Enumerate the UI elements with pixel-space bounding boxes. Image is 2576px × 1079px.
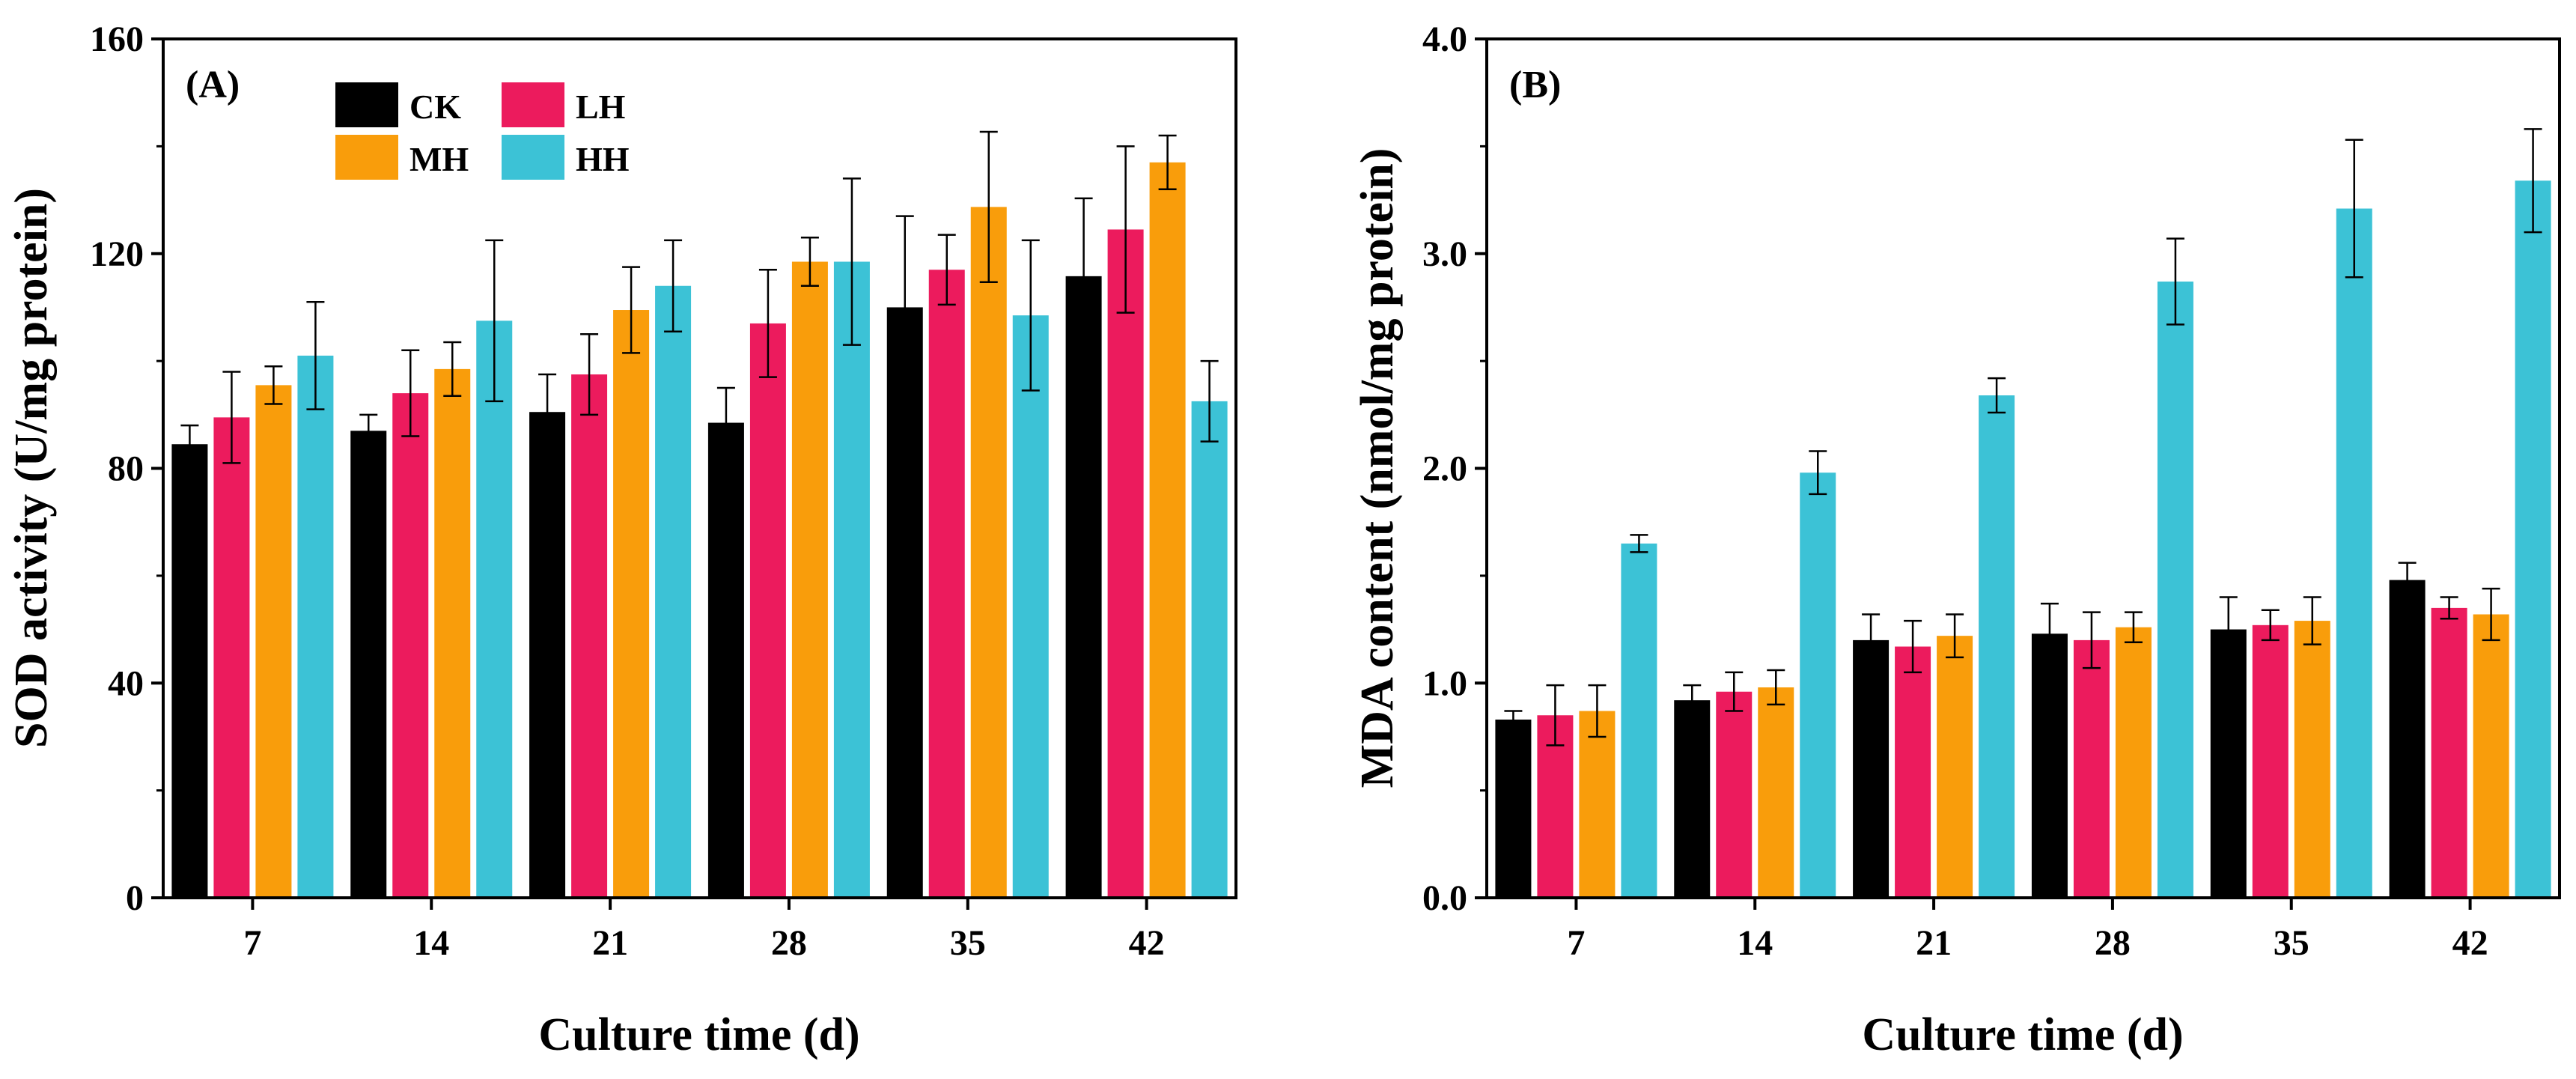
- legend-swatch-lh: [502, 82, 564, 127]
- bar-a-ck-35: [886, 307, 923, 898]
- bar-b-mh-21: [1937, 636, 1973, 898]
- legend-swatch-mh: [335, 135, 398, 180]
- bar-b-ck-28: [2031, 633, 2068, 898]
- bar-b-ck-42: [2389, 580, 2426, 898]
- bar-a-lh-35: [928, 270, 965, 899]
- bar-a-lh-42: [1107, 229, 1144, 899]
- bar-a-lh-14: [392, 393, 429, 898]
- legend-swatch-ck: [335, 82, 398, 127]
- legend-label-hh: HH: [576, 140, 630, 178]
- panel-b-x-ticks: 7 14 21 28 35 42: [1567, 898, 2488, 963]
- bar-b-mh-14: [1758, 687, 1794, 898]
- bar-a-mh-7: [255, 385, 292, 898]
- bar-b-mh-35: [2294, 621, 2330, 898]
- bar-b-lh-14: [1716, 691, 1753, 898]
- legend-label-mh: MH: [409, 140, 469, 178]
- bar-b-hh-14: [1800, 472, 1836, 898]
- bar-b-ck-21: [1853, 639, 1890, 898]
- legend: CK LH MH HH: [335, 82, 630, 180]
- bar-a-ck-28: [707, 422, 744, 898]
- x-tick-label-a-7: 7: [243, 923, 261, 963]
- x-tick-label-b-14: 14: [1737, 923, 1773, 963]
- bar-a-hh-14: [476, 320, 513, 898]
- panel-b-y-axis-title: MDA content (nmol/mg protein): [1352, 148, 1403, 788]
- panel-a-x-axis-title: Culture time (d): [538, 1009, 859, 1060]
- legend-label-ck: CK: [409, 88, 461, 126]
- bar-a-mh-42: [1149, 162, 1186, 899]
- y-tick-label-a-1: 40: [108, 663, 144, 703]
- panel-b-y-ticks: 0.0 1.0 2.0 3.0 4.0: [1422, 19, 1487, 918]
- x-tick-label-b-42: 42: [2452, 923, 2488, 963]
- panel-b-label: (B): [1509, 64, 1561, 106]
- bar-b-lh-28: [2073, 639, 2110, 898]
- bar-a-hh-28: [833, 261, 870, 898]
- bar-b-ck-7: [1495, 719, 1532, 898]
- y-tick-label-a-4: 160: [90, 19, 144, 59]
- bar-b-lh-21: [1895, 646, 1931, 898]
- x-tick-label-b-35: 35: [2274, 923, 2309, 963]
- y-tick-label-b-0: 0.0: [1422, 878, 1467, 918]
- legend-label-lh: LH: [576, 88, 626, 126]
- y-tick-label-a-2: 80: [108, 449, 144, 489]
- bar-b-lh-42: [2431, 607, 2467, 898]
- bar-a-lh-28: [749, 323, 786, 899]
- panel-a-y-axis-title: SOD activity (U/mg protein): [6, 188, 57, 748]
- bar-b-ck-35: [2210, 629, 2247, 898]
- x-tick-label-a-28: 28: [771, 923, 807, 963]
- x-tick-label-a-21: 21: [592, 923, 628, 963]
- bar-a-ck-7: [171, 444, 208, 898]
- bar-a-ck-42: [1065, 276, 1102, 898]
- bar-a-mh-21: [613, 310, 650, 899]
- y-tick-label-a-3: 120: [90, 234, 144, 274]
- x-tick-label-b-21: 21: [1916, 923, 1952, 963]
- bar-b-mh-7: [1579, 711, 1616, 898]
- y-tick-label-b-1: 1.0: [1422, 663, 1467, 703]
- legend-swatch-hh: [502, 135, 564, 180]
- bar-b-lh-35: [2252, 624, 2289, 898]
- bar-a-hh-42: [1191, 401, 1228, 898]
- panel-a-x-ticks: 7 14 21 28 35 42: [243, 898, 1165, 963]
- y-tick-label-b-4: 4.0: [1422, 19, 1467, 59]
- panel-b-bars: [1495, 180, 2551, 899]
- bar-a-mh-35: [970, 207, 1007, 899]
- bar-a-hh-35: [1012, 315, 1049, 898]
- panel-a-error-bars: [180, 130, 1219, 464]
- bar-a-lh-21: [571, 374, 608, 898]
- x-tick-label-a-35: 35: [950, 923, 986, 963]
- bar-a-hh-7: [297, 355, 334, 898]
- bar-b-mh-42: [2473, 614, 2509, 898]
- x-tick-label-b-7: 7: [1567, 923, 1585, 963]
- bar-b-hh-7: [1621, 543, 1657, 898]
- bar-a-hh-21: [655, 285, 692, 898]
- x-tick-label-a-42: 42: [1129, 923, 1165, 963]
- x-tick-label-b-28: 28: [2095, 923, 2131, 963]
- panel-b-error-bars: [1504, 128, 2542, 747]
- panel-b: 0.0 1.0 2.0 3.0 4.0 7 14 21 28 35 42 (B) Culture …: [1352, 19, 2561, 1060]
- panel-a-label: (A): [186, 64, 240, 106]
- bar-a-mh-28: [791, 261, 828, 898]
- bar-a-ck-21: [529, 412, 566, 898]
- bar-b-hh-28: [2157, 282, 2193, 899]
- bar-b-ck-14: [1674, 700, 1711, 898]
- panel-b-x-axis-title: Culture time (d): [1862, 1009, 2183, 1060]
- bar-b-mh-28: [2115, 627, 2152, 898]
- panel-a-y-ticks: 0 40 80 120 160: [90, 19, 163, 918]
- bar-b-hh-35: [2336, 208, 2372, 899]
- bar-a-ck-14: [350, 431, 387, 898]
- x-tick-label-a-14: 14: [413, 923, 449, 963]
- bar-a-lh-7: [213, 417, 250, 898]
- bar-b-hh-21: [1979, 395, 2015, 898]
- y-tick-label-a-0: 0: [126, 878, 144, 918]
- y-tick-label-b-2: 2.0: [1422, 449, 1467, 489]
- panel-a-bars: [171, 162, 1228, 899]
- bar-a-mh-14: [434, 368, 471, 898]
- y-tick-label-b-3: 3.0: [1422, 234, 1467, 274]
- bar-b-hh-42: [2515, 180, 2551, 898]
